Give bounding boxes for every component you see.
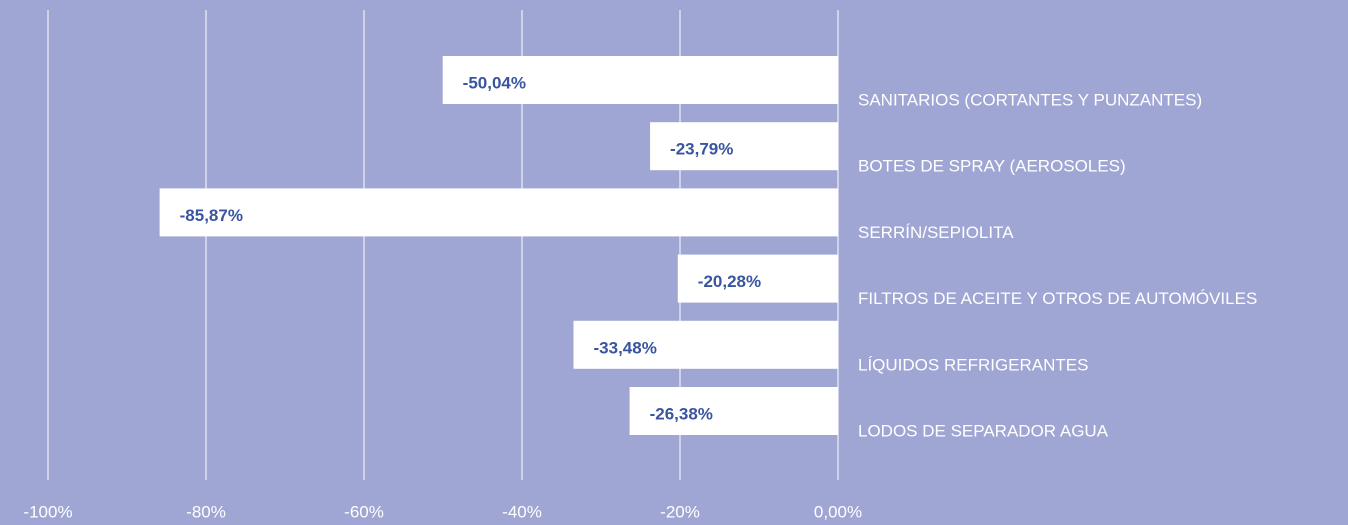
x-tick-label: -80%: [186, 502, 226, 521]
bar: [629, 387, 838, 435]
value-label: -33,48%: [594, 338, 657, 357]
x-tick-label: -60%: [344, 502, 384, 521]
bar: [650, 122, 838, 171]
value-label: -20,28%: [698, 272, 761, 291]
x-tick-label: -20%: [660, 502, 700, 521]
value-label: -50,04%: [463, 73, 526, 92]
x-tick-label: 0,00%: [814, 502, 862, 521]
x-tick-label: -100%: [23, 502, 72, 521]
category-label: SANITARIOS (CORTANTES Y PUNZANTES): [858, 90, 1202, 109]
bar: [573, 320, 838, 369]
category-label: BOTES DE SPRAY (AEROSOLES): [858, 157, 1126, 176]
bar: [677, 254, 838, 303]
category-label: FILTROS DE ACEITE Y OTROS DE AUTOMÓVILES: [858, 289, 1257, 308]
bar: [159, 188, 838, 237]
category-label: SERRÍN/SEPIOLITA: [858, 223, 1014, 242]
value-label: -26,38%: [650, 404, 713, 423]
x-tick-label: -40%: [502, 502, 542, 521]
value-label: -85,87%: [180, 206, 243, 225]
category-label: LODOS DE SEPARADOR AGUA: [858, 421, 1109, 440]
value-label: -23,79%: [670, 140, 733, 159]
bar: [442, 56, 838, 104]
category-label: LÍQUIDOS REFRIGERANTES: [858, 355, 1088, 374]
